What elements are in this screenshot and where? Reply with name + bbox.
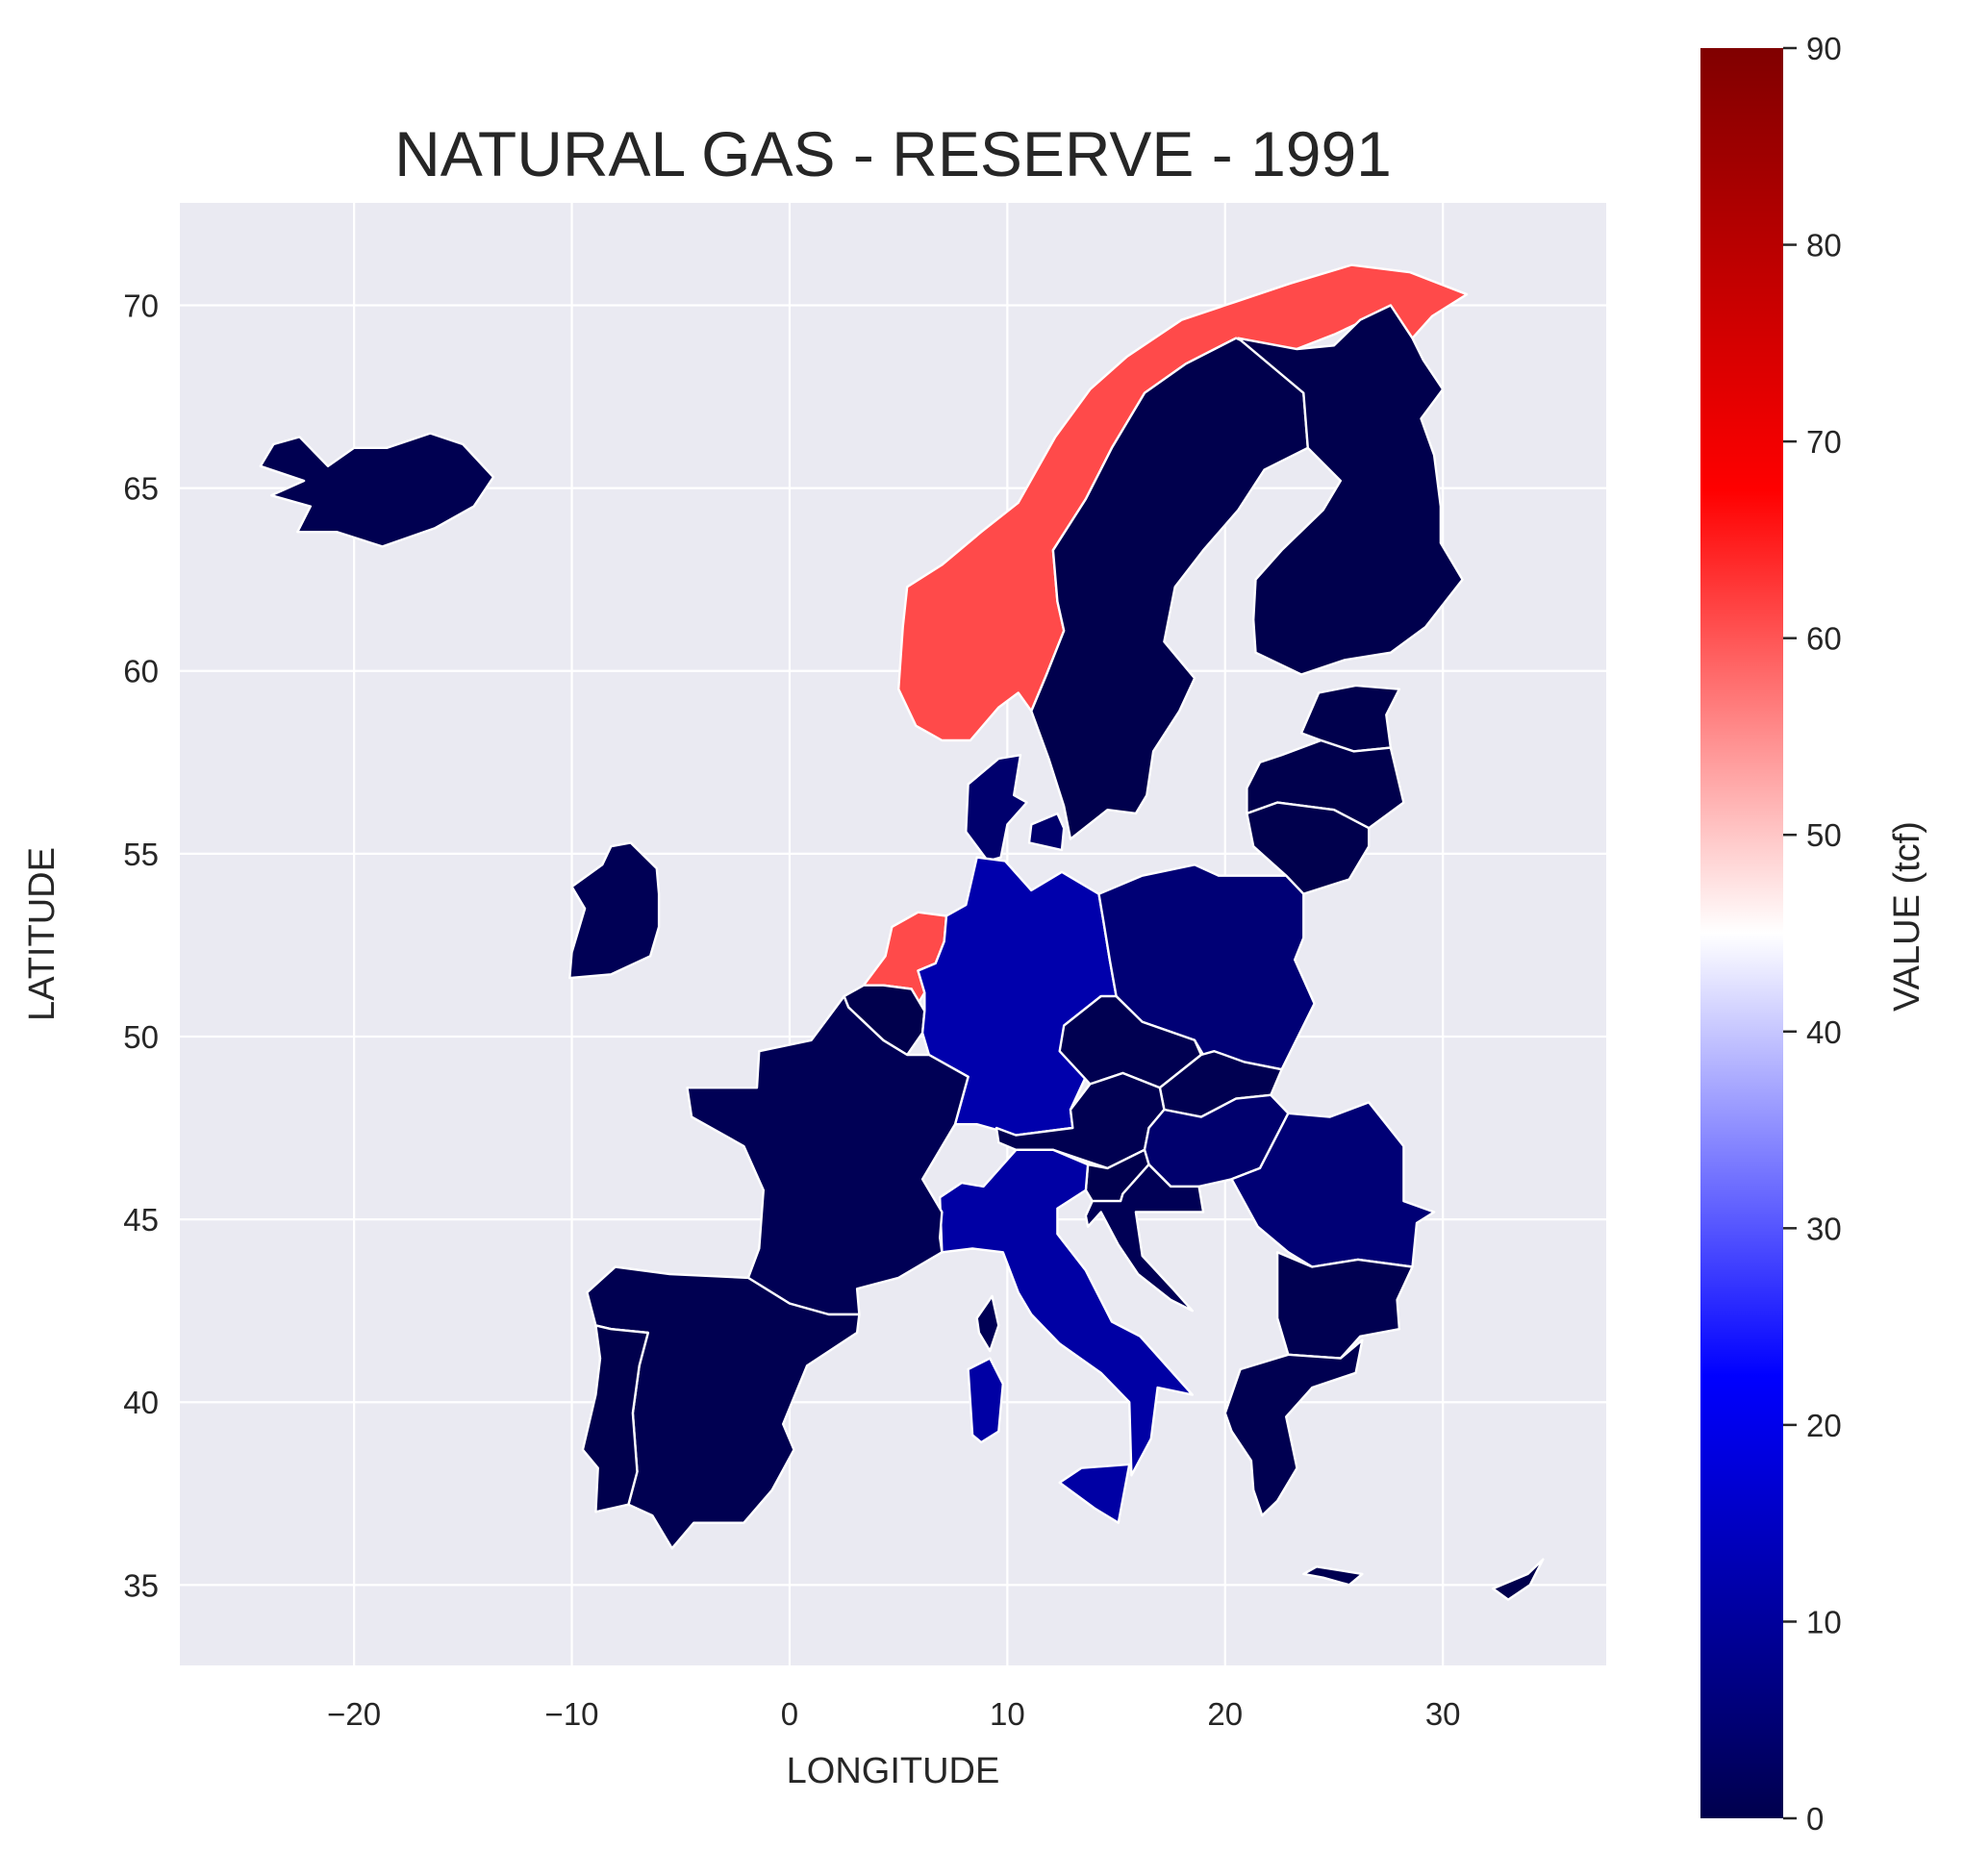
x-axis-title: LONGITUDE <box>787 1751 1000 1791</box>
region-portugal <box>581 1324 649 1513</box>
region-italy <box>1058 1463 1131 1524</box>
x-tick-label: −20 <box>327 1696 381 1732</box>
colorbar-tick-label: 20 <box>1806 1408 1842 1443</box>
x-tick-label: 0 <box>781 1696 798 1732</box>
region-sweden <box>1030 337 1310 840</box>
colorbar-tick-label: 0 <box>1806 1801 1824 1837</box>
y-tick-label: 55 <box>123 837 159 872</box>
y-tick-label: 65 <box>123 471 159 507</box>
region-italy <box>939 1148 1195 1477</box>
colorbar-title: VALUE (tcf) <box>1887 821 1927 1012</box>
country-regions <box>259 263 1545 1601</box>
y-tick-label: 40 <box>123 1385 159 1420</box>
region-france <box>686 994 969 1316</box>
colorbar-tick-label: 10 <box>1806 1604 1842 1639</box>
y-tick-label: 35 <box>123 1567 159 1603</box>
region-denmark <box>1027 812 1066 852</box>
y-axis-title: LATITUDE <box>22 847 63 1021</box>
region-lithuania <box>1246 801 1371 895</box>
region-bulgaria <box>1275 1251 1414 1360</box>
colorbar-tick-label: 80 <box>1806 228 1842 263</box>
region-poland <box>1097 863 1316 1071</box>
y-tick-label: 45 <box>123 1202 159 1238</box>
region-greece <box>1302 1565 1364 1587</box>
colorbar-tick-label: 60 <box>1806 621 1842 657</box>
y-axis-ticks: 35 40 45 50 55 60 65 70 <box>123 288 159 1603</box>
x-tick-label: 20 <box>1207 1696 1243 1732</box>
colorbar-tick-label: 40 <box>1806 1014 1842 1050</box>
region-iceland <box>259 432 495 548</box>
x-tick-label: 30 <box>1425 1696 1461 1732</box>
colorbar-tick-label: 70 <box>1806 424 1842 460</box>
colorbar <box>1700 48 1783 1818</box>
colorbar-tick-label: 30 <box>1806 1211 1842 1246</box>
region-france <box>975 1294 1000 1353</box>
region-croatia <box>1084 1163 1205 1313</box>
y-tick-label: 70 <box>123 288 159 323</box>
colorbar-tick-label: 50 <box>1806 817 1842 853</box>
y-tick-label: 60 <box>123 654 159 689</box>
x-tick-label: −10 <box>545 1696 599 1732</box>
x-axis-ticks: −20 −10 0 10 20 30 <box>327 1696 1460 1732</box>
region-italy <box>967 1357 1005 1444</box>
region-romania <box>1230 1101 1436 1268</box>
region-finland <box>1237 304 1464 676</box>
chart-title: NATURAL GAS - RESERVE - 1991 <box>394 118 1392 189</box>
y-tick-label: 50 <box>123 1019 159 1055</box>
colorbar-tick-label: 90 <box>1806 31 1842 66</box>
colorbar-ticks: 0 10 20 30 40 50 60 70 80 90 <box>1783 31 1842 1837</box>
region-cyprus <box>1492 1558 1545 1601</box>
region-greece <box>1223 1338 1364 1517</box>
region-ireland <box>568 841 661 980</box>
x-tick-label: 10 <box>990 1696 1025 1732</box>
